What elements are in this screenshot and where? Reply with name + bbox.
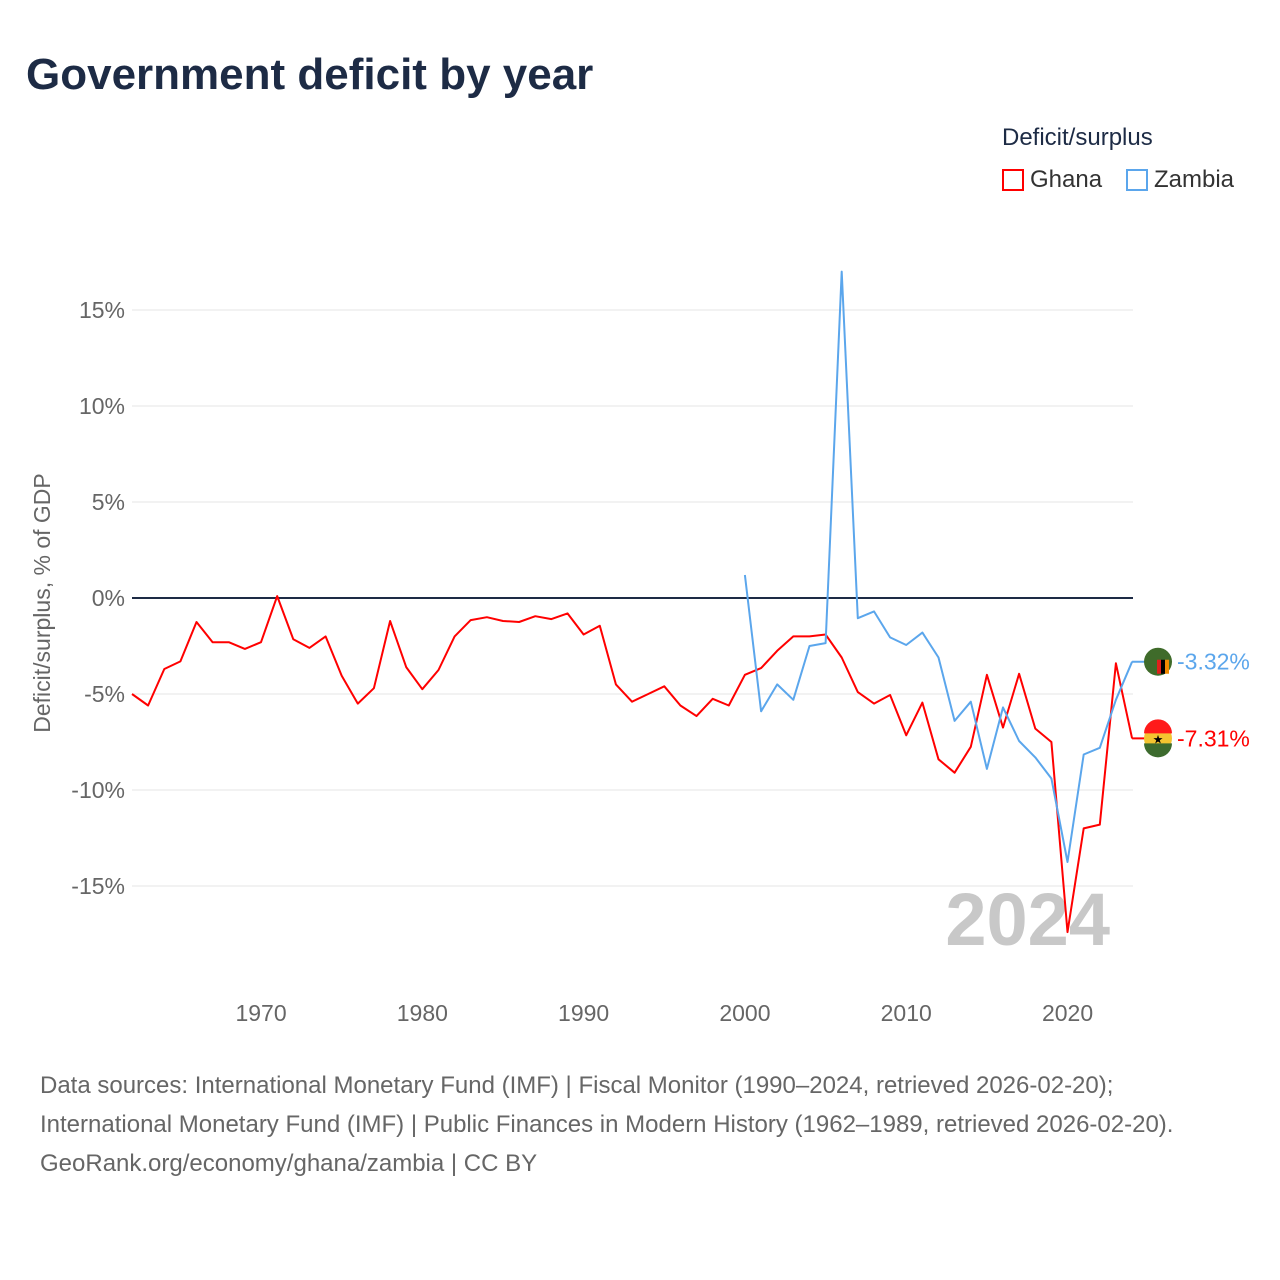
- legend-swatch-ghana: [1002, 169, 1024, 191]
- legend-swatch-zambia: [1126, 169, 1148, 191]
- data-sources: Data sources: International Monetary Fun…: [40, 1072, 1174, 1138]
- credit-link[interactable]: GeoRank.org/economy/ghana/zambia | CC BY: [40, 1150, 538, 1177]
- chart-title: Government deficit by year: [26, 50, 594, 99]
- legend-item-zambia[interactable]: Zambia: [1126, 166, 1234, 194]
- x-tick-label: 2010: [881, 1000, 932, 1026]
- flag-stripe: [1161, 659, 1165, 674]
- end-value-label: -3.32%: [1177, 649, 1250, 675]
- y-tick-label: 10%: [79, 393, 125, 419]
- flag-stripe: [1144, 743, 1172, 758]
- y-axis-label: Deficit/surplus, % of GDP: [29, 473, 55, 732]
- series-line-zambia: [743, 270, 1134, 863]
- flag-stripe: [1157, 659, 1161, 674]
- legend-title: Deficit/surplus: [1002, 124, 1153, 151]
- footer: Data sources: International Monetary Fun…: [40, 1066, 1240, 1183]
- series-line-ghana: [131, 595, 1134, 934]
- star-icon: ★: [1153, 732, 1164, 746]
- x-tick-label: 1980: [397, 1000, 448, 1026]
- legend-label: Ghana: [1030, 166, 1103, 193]
- legend-label: Zambia: [1154, 166, 1235, 193]
- y-tick-label: -10%: [71, 777, 125, 803]
- y-tick-label: 0%: [92, 585, 125, 611]
- y-tick-label: 15%: [79, 297, 125, 323]
- legend-item-ghana[interactable]: Ghana: [1002, 166, 1102, 194]
- x-tick-label: 2000: [719, 1000, 770, 1026]
- y-tick-label: -15%: [71, 873, 125, 899]
- y-tick-label: 5%: [92, 489, 125, 515]
- y-tick-label: -5%: [84, 681, 125, 707]
- x-tick-label: 2020: [1042, 1000, 1093, 1026]
- flag-stripe: [1165, 659, 1169, 674]
- x-tick-label: 1970: [235, 1000, 286, 1026]
- flag-stripe: [1144, 719, 1172, 734]
- x-tick-label: 1990: [558, 1000, 609, 1026]
- plot-area: 2024 15% 10% 5% 0% -5% -10% -15% 1970 1980 1990 200…: [29, 270, 1250, 1026]
- end-value-label: -7.31%: [1177, 725, 1250, 751]
- year-watermark: 2024: [945, 878, 1110, 961]
